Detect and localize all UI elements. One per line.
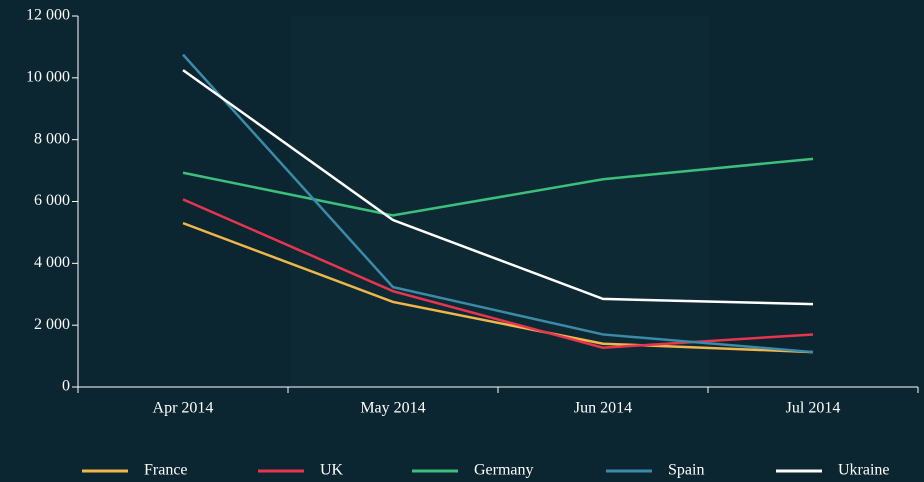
y-tick-label: 6 000	[34, 192, 70, 209]
legend-label: Ukraine	[838, 462, 890, 479]
y-tick-label: 0	[62, 378, 70, 395]
line-series	[182, 157, 814, 217]
legend-label: Germany	[474, 462, 534, 479]
legend-label: UK	[320, 462, 344, 479]
y-tick-label: 4 000	[34, 254, 70, 271]
plot-band	[290, 16, 710, 387]
line-series	[182, 69, 814, 306]
y-tick-label: 12 000	[26, 7, 70, 24]
y-tick-label: 8 000	[34, 130, 70, 147]
line-series	[182, 221, 814, 354]
legend-label: France	[144, 462, 188, 479]
x-tick-label: Jun 2014	[574, 400, 632, 417]
line-series	[182, 198, 814, 349]
legend-label: Spain	[668, 462, 704, 479]
line-series	[182, 53, 814, 354]
y-tick-label: 10 000	[26, 69, 70, 86]
y-tick-label: 2 000	[34, 316, 70, 333]
x-tick-label: May 2014	[360, 400, 425, 417]
x-tick-label: Jul 2014	[786, 400, 841, 417]
x-tick-label: Apr 2014	[153, 400, 214, 417]
